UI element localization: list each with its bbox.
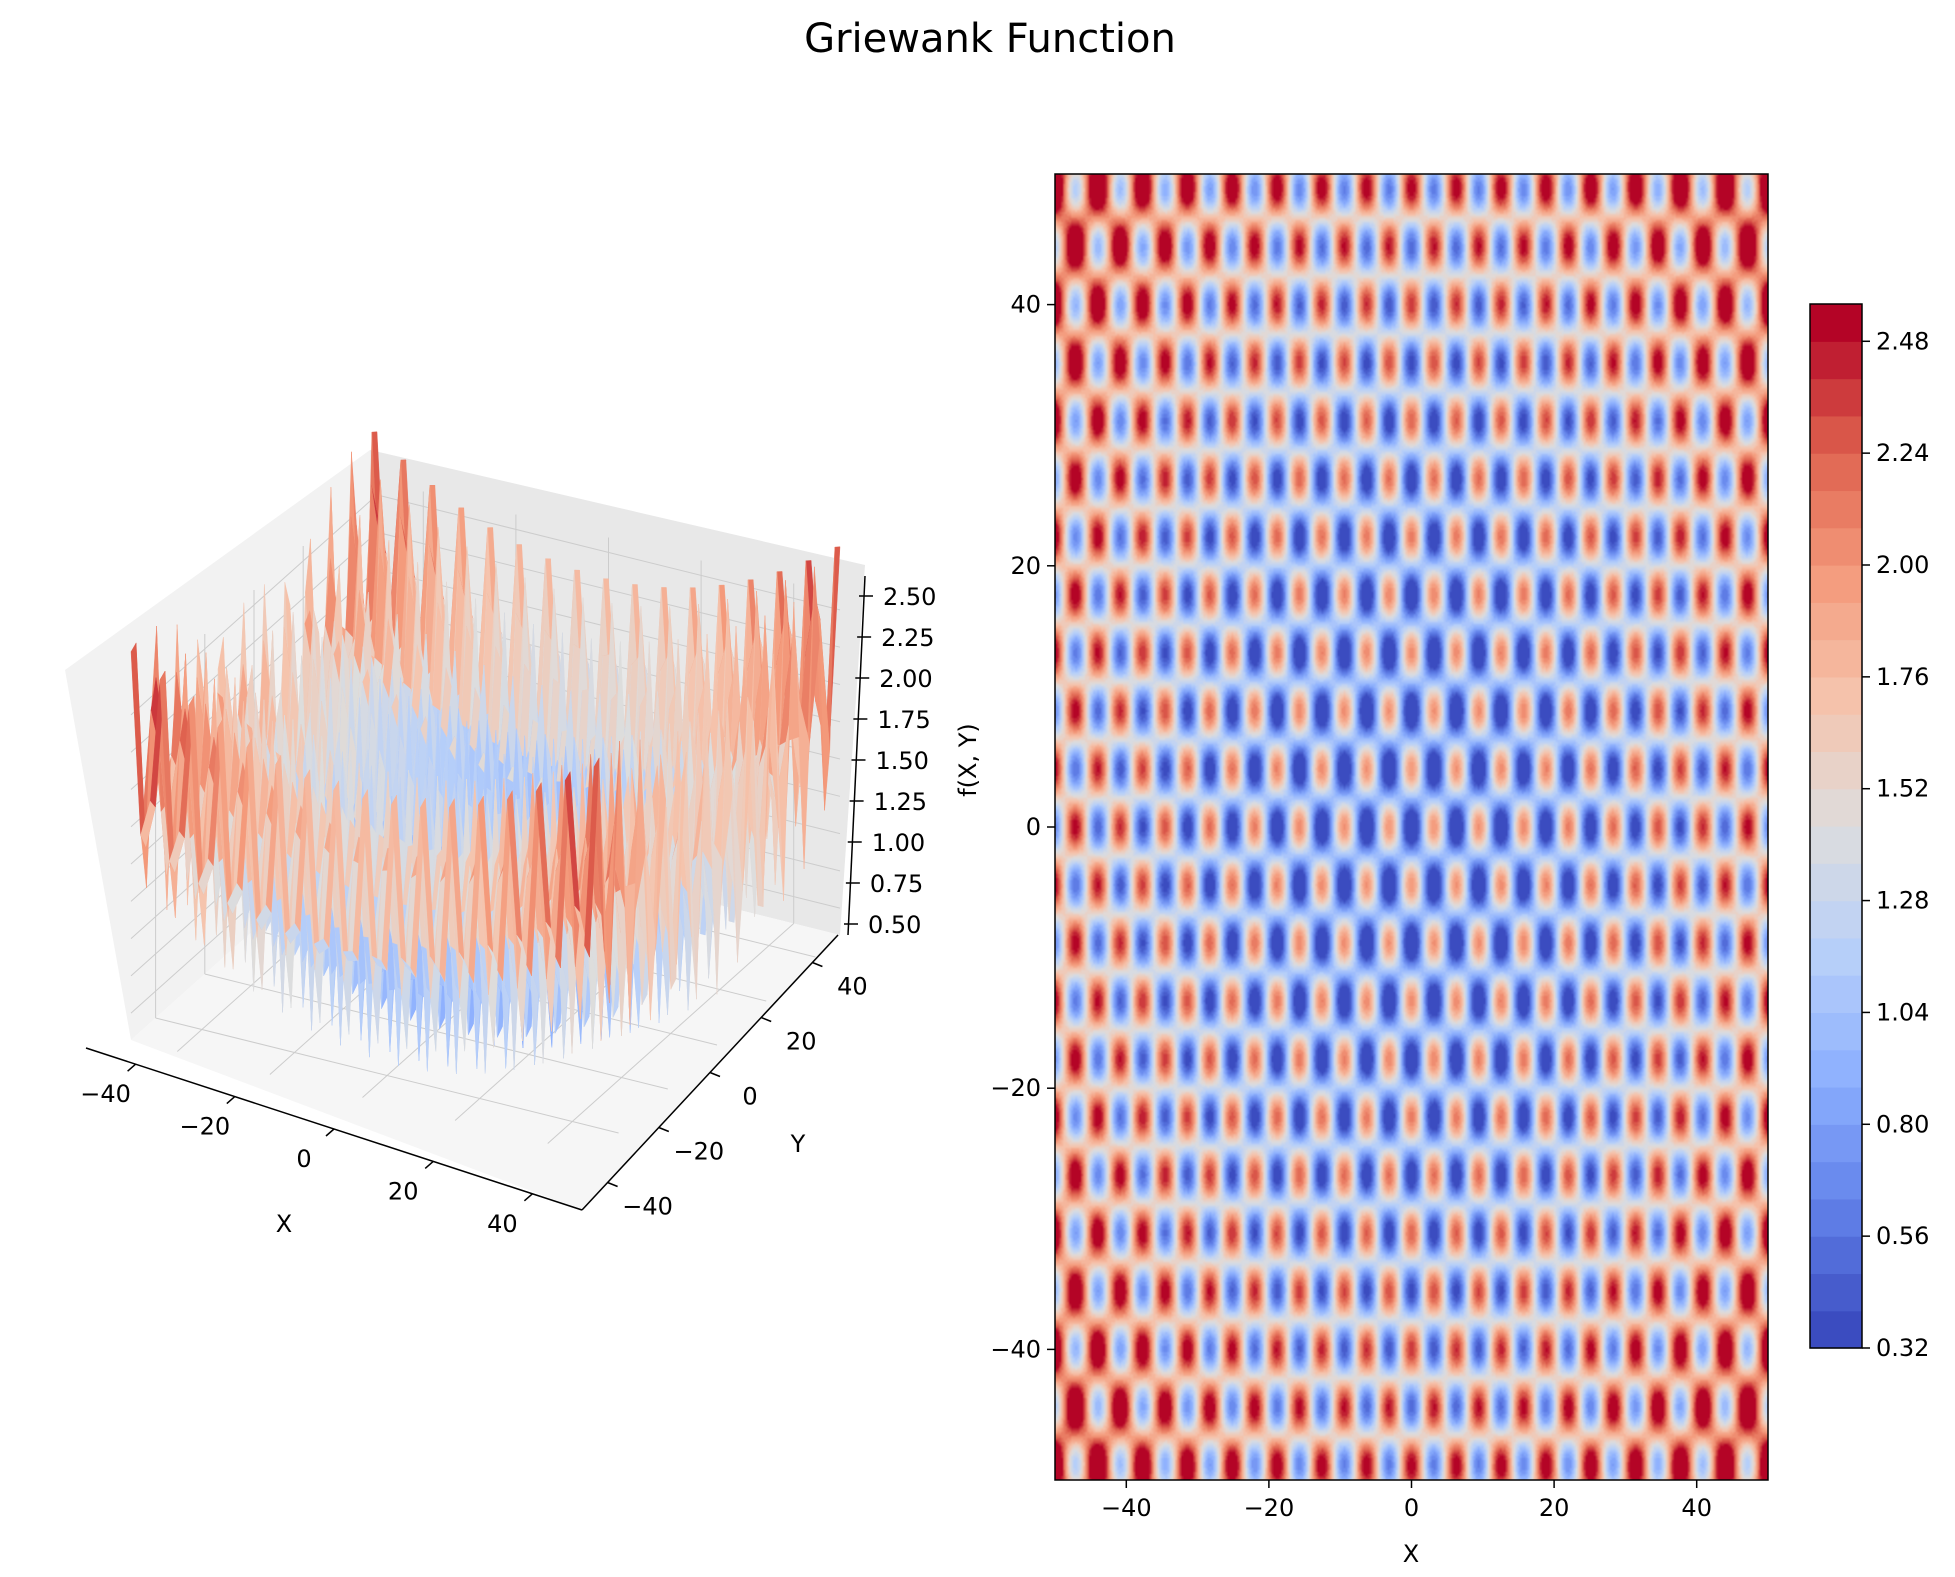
surface-patch [584, 757, 600, 958]
colorbar-frame [1809, 303, 1863, 1349]
heatmap-panel: −40 −20 0 20 40 −40 −20 0 20 40 X [990, 173, 1769, 1568]
colorbar-band [1810, 639, 1862, 678]
z-axis-label-3d: f(X, Y) [954, 723, 982, 797]
x-axis-label-3d: X [276, 1210, 292, 1238]
colorbar-tick-label: 2.24 [1876, 439, 1929, 467]
z-tick-label-3d: 2.25 [881, 624, 934, 652]
colorbar-band [1810, 788, 1862, 827]
colorbar-band [1810, 937, 1862, 976]
colorbar-band [1810, 1236, 1862, 1275]
x-tick-label-3d: −40 [80, 1080, 131, 1108]
colorbar-tick-label: 2.48 [1876, 327, 1929, 355]
x-tick-label-3d: 0 [296, 1145, 311, 1173]
y-tick-label-3d: −40 [622, 1193, 673, 1221]
heatmap-x-tick-label: −40 [1101, 1494, 1152, 1522]
y-tick-label-3d: −20 [673, 1138, 724, 1166]
y-axis-ticks: −40−20 0 20 40 [607, 961, 868, 1221]
x-tick-3d [424, 1160, 434, 1169]
colorbar-band [1810, 490, 1862, 529]
heatmap-x-tick-label: 40 [1681, 1494, 1712, 1522]
heatmap-image [1055, 174, 1768, 1480]
colorbar-tick-label: 0.56 [1876, 1222, 1929, 1250]
z-axis-ticks: 0.50 0.75 1.00 1.25 1.50 1.75 2.00 2.25 2.50 [844, 583, 936, 939]
colorbar-band [1810, 415, 1862, 454]
floor-grid-line [547, 923, 795, 1144]
colorbar-tick-label: 1.76 [1876, 663, 1929, 691]
colorbar-tick-label: 1.04 [1876, 998, 1929, 1026]
colorbar-band [1810, 565, 1862, 603]
heatmap-y-tick-label: 20 [1010, 552, 1041, 580]
heatmap-x-tick-label: −20 [1244, 1494, 1295, 1522]
z-tick-label-3d: 1.50 [876, 747, 929, 775]
y-tick-3d [760, 1016, 772, 1023]
heatmap-x-label: X [1403, 1540, 1419, 1568]
colorbar-band [1810, 1012, 1862, 1051]
x-axis-ticks: −40 −20 0 20 40 [80, 1063, 533, 1238]
colorbar-band [1810, 1087, 1862, 1125]
z-tick-label-3d: 1.25 [874, 788, 927, 816]
colorbar-band [1810, 602, 1862, 641]
surface-mesh [130, 431, 841, 1075]
colorbar-tick-label: 1.28 [1876, 887, 1929, 915]
colorbar-band [1810, 714, 1862, 753]
colorbar-tick-label: 0.80 [1876, 1110, 1929, 1138]
x-tick-3d [325, 1128, 335, 1137]
x-tick-3d [226, 1096, 236, 1105]
x-tick-label-3d: 20 [388, 1177, 419, 1205]
z-tick-label-3d: 0.75 [870, 870, 923, 898]
colorbar-band [1810, 826, 1862, 864]
colorbar-band [1810, 863, 1862, 902]
heatmap-x-tick-label: 0 [1404, 1494, 1419, 1522]
colorbar-band [1810, 453, 1862, 492]
colorbar-band [1810, 1310, 1862, 1349]
x-tick-3d [127, 1063, 137, 1072]
colorbar-band [1810, 1273, 1862, 1312]
y-tick-3d [812, 961, 823, 968]
heatmap-y-tick-label: 0 [1026, 813, 1041, 841]
y-tick-label-3d: 20 [786, 1028, 817, 1056]
colorbar-band [1810, 341, 1862, 380]
x-tick-3d [523, 1193, 533, 1202]
z-tick-label-3d: 1.00 [872, 829, 925, 857]
x-tick-label-3d: 40 [487, 1210, 518, 1238]
heatmap-y-tick-label: 40 [1010, 291, 1041, 319]
y-tick-3d [658, 1126, 670, 1133]
colorbar-tick-label: 1.52 [1876, 775, 1929, 803]
heatmap-y-tick-label: −20 [990, 1074, 1041, 1102]
colorbar-tick-label: 2.00 [1876, 551, 1929, 579]
y-tick-label-3d: 0 [742, 1083, 757, 1111]
y-tick-3d [607, 1181, 618, 1188]
colorbar-band [1810, 378, 1862, 417]
colorbar-band [1810, 751, 1862, 790]
colorbar-bands [1810, 304, 1862, 1349]
y-axis-label-3d: Y [790, 1130, 806, 1158]
colorbar-band [1810, 527, 1862, 566]
z-axis-line [847, 575, 866, 936]
colorbar-band [1810, 1124, 1862, 1163]
heatmap-x-tick-label: 20 [1539, 1494, 1570, 1522]
colorbar-band [1810, 676, 1862, 715]
colorbar: 0.32 0.56 0.80 1.04 1.28 1.52 1.76 2.00 2.24 2.48 [1809, 303, 1929, 1362]
z-tick-label-3d: 0.50 [868, 911, 921, 939]
heatmap-y-ticks: −40 −20 0 20 40 [990, 291, 1055, 1363]
heatmap-x-ticks: −40 −20 0 20 40 [1101, 1480, 1712, 1522]
y-tick-label-3d: 40 [837, 973, 868, 1001]
colorbar-band [1810, 975, 1862, 1014]
colorbar-band [1810, 1049, 1862, 1088]
colorbar-tick-label: 0.32 [1876, 1334, 1929, 1362]
heatmap-y-tick-label: −40 [990, 1335, 1041, 1363]
colorbar-band [1810, 900, 1862, 939]
figure-title: Griewank Function [804, 16, 1176, 62]
y-tick-3d [709, 1071, 721, 1078]
colorbar-band [1810, 304, 1862, 342]
colorbar-band [1810, 1198, 1862, 1237]
z-tick-label-3d: 2.00 [879, 665, 932, 693]
x-tick-label-3d: −20 [179, 1113, 230, 1141]
colorbar-band [1810, 1161, 1862, 1200]
z-tick-label-3d: 2.50 [883, 583, 936, 611]
colorbar-ticks: 0.32 0.56 0.80 1.04 1.28 1.52 1.76 2.00 2.24 2.48 [1862, 327, 1929, 1362]
z-tick-label-3d: 1.75 [877, 706, 930, 734]
